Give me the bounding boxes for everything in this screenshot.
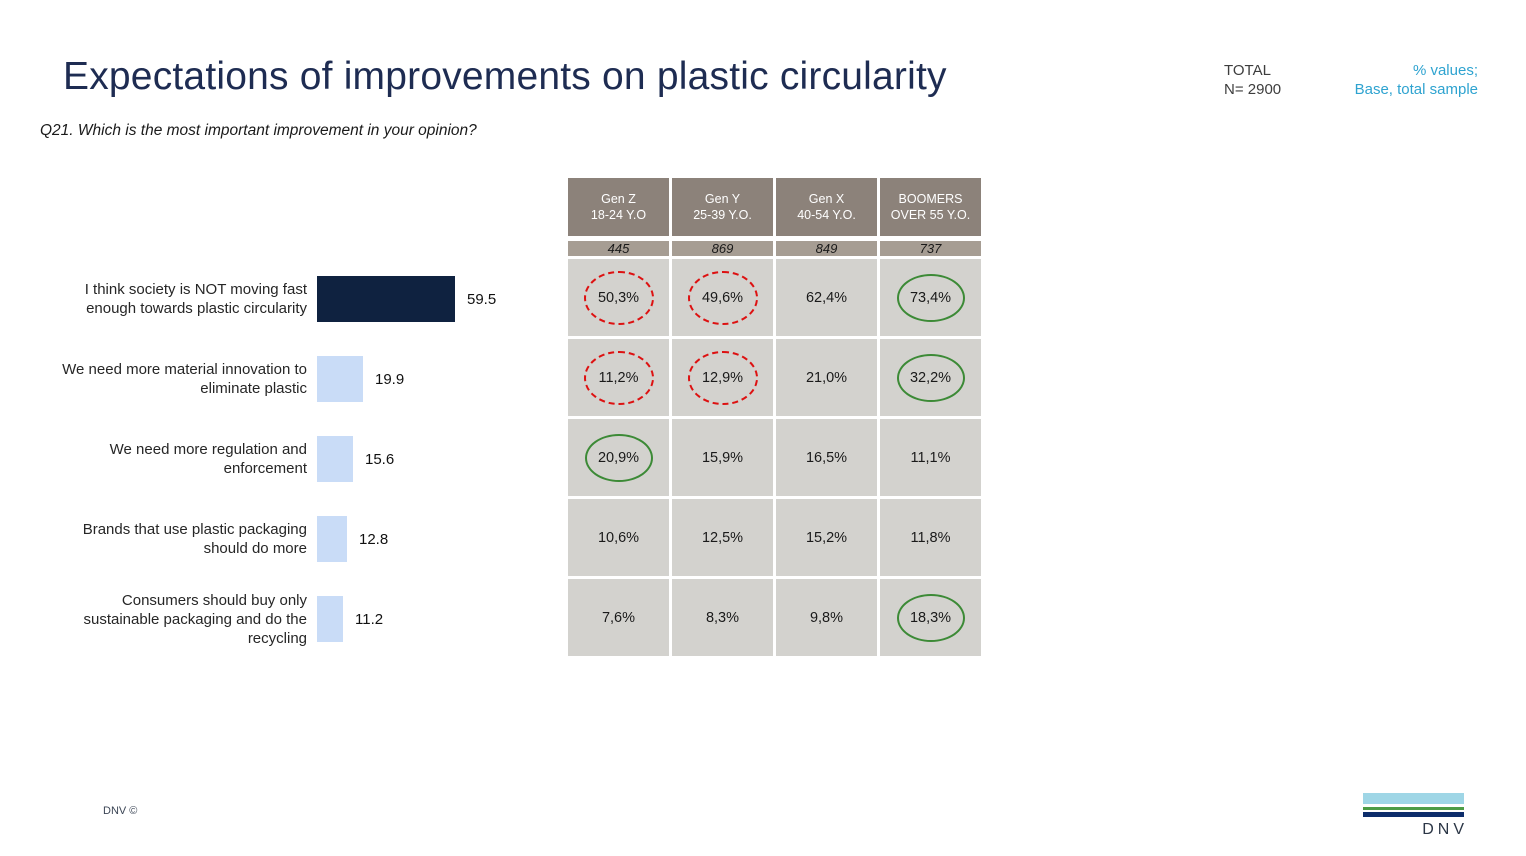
base-cell: 737 [880, 241, 981, 256]
bar-track: 19.9 [317, 356, 404, 402]
logo-wordmark: DNV [1422, 821, 1468, 838]
values-note-line2: Base, total sample [1354, 81, 1478, 98]
table-cell: 73,4% [880, 259, 981, 336]
percent-value: 21,0% [805, 369, 848, 386]
column-header: Gen X 40-54 Y.O. [776, 178, 877, 236]
total-label: TOTAL [1224, 62, 1271, 79]
chart-row: We need more material innovation to elim… [57, 339, 496, 419]
table-base-row: 445 869 849 737 [568, 241, 981, 256]
table-cell: 11,2% [568, 339, 669, 416]
category-label: We need more material innovation to elim… [62, 361, 307, 397]
category-label: I think society is NOT moving fast enoug… [84, 281, 307, 317]
total-sample-block: TOTAL N= 2900 [1224, 61, 1281, 99]
table-cell: 10,6% [568, 499, 669, 576]
red-dashed-ellipse [687, 270, 758, 325]
percent-value: 11,8% [910, 529, 951, 546]
table-cell: 9,8% [776, 579, 877, 656]
bar-track: 12.8 [317, 516, 388, 562]
bar [317, 516, 347, 562]
table-cell: 12,5% [672, 499, 773, 576]
column-header-age: 40-54 Y.O. [797, 208, 856, 222]
bar-track: 15.6 [317, 436, 394, 482]
category-label: Brands that use plastic packaging should… [82, 521, 307, 557]
table-cell: 50,3% [568, 259, 669, 336]
green-ellipse [584, 433, 653, 482]
table-cell: 15,2% [776, 499, 877, 576]
green-ellipse [896, 273, 965, 322]
table-column-headers: Gen Z 18-24 Y.O Gen Y 25-39 Y.O. Gen X 4… [568, 178, 981, 236]
category-label: Consumers should buy only sustainable pa… [83, 591, 307, 647]
total-n: N= 2900 [1224, 81, 1282, 98]
question-text: Q21. Which is the most important improve… [40, 122, 477, 139]
generations-table: 50,3% 49,6% 62,4% 73,4% 11,2% 12,9% 21,0… [568, 259, 981, 656]
percent-value: 10,6% [597, 529, 640, 546]
bar [317, 436, 353, 482]
percent-value: 8,3% [705, 609, 740, 626]
bar-value-label: 12.8 [359, 530, 389, 548]
chart-row: I think society is NOT moving fast enoug… [57, 259, 496, 339]
percent-value: 7,6% [601, 609, 636, 626]
table-cell: 20,9% [568, 419, 669, 496]
chart-row: Consumers should buy only sustainable pa… [57, 579, 496, 659]
column-header: Gen Y 25-39 Y.O. [672, 178, 773, 236]
logo-sky-bar [1363, 793, 1464, 804]
green-ellipse [896, 593, 965, 642]
percent-value: 9,8% [809, 609, 844, 626]
column-header-age: 18-24 Y.O [590, 208, 647, 222]
column-header: Gen Z 18-24 Y.O [568, 178, 669, 236]
percent-value: 11,1% [910, 449, 951, 466]
dnv-logo: DNV [1363, 793, 1464, 839]
table-cell: 32,2% [880, 339, 981, 416]
table-cell: 7,6% [568, 579, 669, 656]
percent-value: 12,5% [701, 529, 744, 546]
table-cell: 16,5% [776, 419, 877, 496]
table-cell: 62,4% [776, 259, 877, 336]
base-cell: 869 [672, 241, 773, 256]
column-header-age: OVER 55 Y.O. [890, 208, 971, 222]
logo-green-bar [1363, 807, 1464, 810]
table-cell: 12,9% [672, 339, 773, 416]
bar [317, 596, 343, 642]
table-cell: 11,1% [880, 419, 981, 496]
table-cell: 8,3% [672, 579, 773, 656]
table-cell: 21,0% [776, 339, 877, 416]
bar-value-label: 19.9 [375, 370, 405, 388]
category-label: We need more regulation and enforcement [109, 441, 307, 477]
column-header-age: 25-39 Y.O. [693, 208, 752, 222]
red-dashed-ellipse [583, 270, 654, 325]
bar-chart: I think society is NOT moving fast enoug… [57, 259, 496, 659]
table-cell: 49,6% [672, 259, 773, 336]
values-note: % values; Base, total sample [1355, 61, 1478, 99]
base-cell: 445 [568, 241, 669, 256]
base-cell: 849 [776, 241, 877, 256]
values-note-line1: % values; [1412, 62, 1478, 79]
column-header-group: Gen X [808, 192, 845, 206]
column-header-group: Gen Z [601, 192, 636, 206]
column-header-group: Gen Y [704, 192, 741, 206]
table-cell: 15,9% [672, 419, 773, 496]
footer-copyright: DNV © [103, 805, 138, 817]
red-dashed-ellipse [687, 350, 758, 405]
bar-track: 11.2 [317, 596, 383, 642]
table-cell: 18,3% [880, 579, 981, 656]
table-cell: 11,8% [880, 499, 981, 576]
bar-value-label: 15.6 [365, 450, 395, 468]
chart-row: We need more regulation and enforcement … [57, 419, 496, 499]
bar [317, 276, 455, 322]
percent-value: 16,5% [805, 449, 848, 466]
column-header: BOOMERS OVER 55 Y.O. [880, 178, 981, 236]
chart-row: Brands that use plastic packaging should… [57, 499, 496, 579]
page-title: Expectations of improvements on plastic … [63, 55, 947, 98]
column-header-group: BOOMERS [898, 192, 963, 206]
logo-navy-bar [1363, 812, 1464, 817]
bar-value-label: 59.5 [467, 290, 497, 308]
percent-value: 62,4% [805, 289, 848, 306]
bar-value-label: 11.2 [355, 610, 384, 628]
red-dashed-ellipse [583, 350, 654, 405]
percent-value: 15,2% [805, 529, 848, 546]
bar-track: 59.5 [317, 276, 496, 322]
green-ellipse [896, 353, 965, 402]
bar [317, 356, 363, 402]
percent-value: 15,9% [701, 449, 744, 466]
